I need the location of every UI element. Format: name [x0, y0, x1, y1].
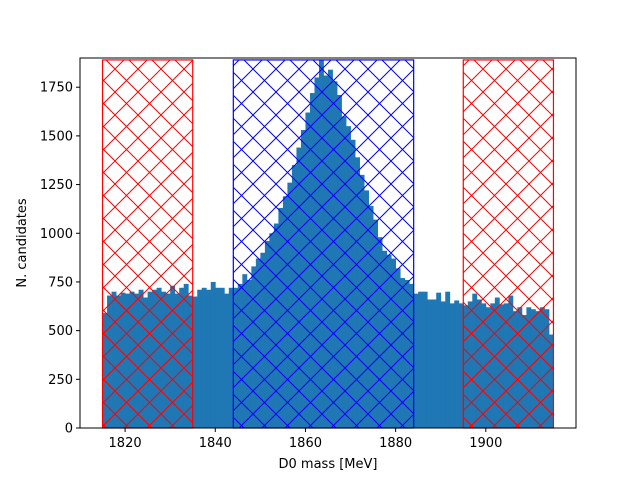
- histogram-bar: [197, 289, 203, 428]
- x-tick-label: 1900: [469, 436, 502, 451]
- histogram-bar: [458, 303, 464, 428]
- histogram-bar: [422, 291, 428, 428]
- histogram-bar: [201, 287, 207, 428]
- region-hatch: [463, 59, 554, 429]
- region-hatch: [233, 59, 414, 429]
- histogram-bar: [192, 296, 198, 428]
- histogram-bar: [454, 300, 460, 428]
- histogram-bar: [449, 303, 455, 428]
- y-tick-label: 1250: [40, 178, 73, 193]
- histogram-bar: [228, 287, 234, 428]
- histogram-bar: [219, 287, 225, 428]
- x-tick-label: 1860: [289, 436, 322, 451]
- histogram-bar: [431, 299, 437, 428]
- histogram-bar: [413, 293, 419, 428]
- hatched-regions: [101, 59, 555, 429]
- histogram-bar: [206, 289, 212, 428]
- y-tick-label: 750: [48, 275, 73, 290]
- y-tick-label: 1000: [40, 227, 73, 242]
- histogram-bar: [418, 291, 424, 428]
- y-tick-label: 1750: [40, 81, 73, 96]
- histogram-bar: [210, 281, 216, 428]
- histogram-bar: [440, 301, 446, 428]
- y-tick-label: 1500: [40, 129, 73, 144]
- histogram-bar: [427, 299, 433, 428]
- y-tick-label: 250: [48, 373, 73, 388]
- histogram-bar: [436, 292, 442, 428]
- histogram-bar: [215, 287, 221, 428]
- histogram-bar: [224, 293, 230, 428]
- x-tick-label: 1840: [199, 436, 232, 451]
- x-axis-ticks: 1820 1840 1860 1880 1900: [109, 428, 502, 451]
- histogram-bar: [445, 291, 451, 428]
- x-tick-label: 1820: [109, 436, 142, 451]
- y-axis-ticks: 0 250 500 750 1000 1250 1500 1750: [40, 81, 80, 437]
- region-hatch: [102, 59, 193, 429]
- y-axis-label: N. candidates: [15, 198, 30, 288]
- y-tick-label: 0: [65, 422, 73, 437]
- x-axis-label: D0 mass [MeV]: [279, 457, 378, 472]
- x-tick-label: 1880: [379, 436, 412, 451]
- y-tick-label: 500: [48, 324, 73, 339]
- axes-frame: [79, 57, 577, 429]
